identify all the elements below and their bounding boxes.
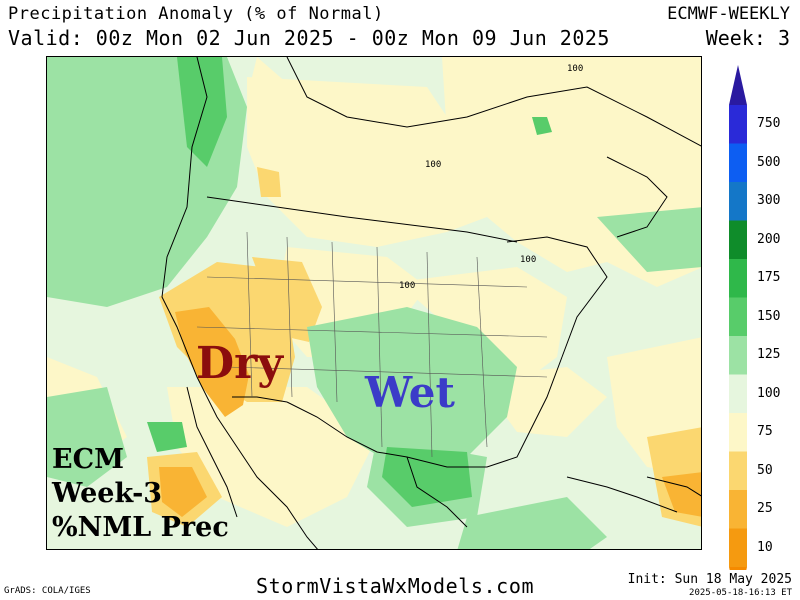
legend-swatch [729,259,747,298]
legend-swatch [729,413,747,452]
legend-tick-label: 75 [757,424,773,440]
legend-swatch [729,490,747,529]
software-credit: GrADS: COLA/IGES [4,586,91,596]
legend-tick-label: 10 [757,539,773,555]
state-borders [196,231,548,458]
map-title: Precipitation Anomaly (% of Normal) [8,4,384,24]
legend-swatch [729,528,747,567]
geography-outlines [161,57,701,549]
legend-swatch [729,336,747,375]
legend-tick-label: 25 [757,501,773,517]
model-annotation: ECM Week-3 %NML Prec [52,443,229,545]
legend-swatch [729,297,747,336]
anomaly-map: 100 100 100 100 [46,56,702,550]
dry-label: Dry [196,338,283,389]
legend-tick-label: 200 [757,231,781,247]
contour-label: 100 [425,160,441,170]
legend-swatch [729,105,747,144]
legend-max-arrow [729,65,747,105]
wet-label: Wet [365,368,455,417]
color-legend [729,65,747,570]
legend-tick-label: 150 [757,308,781,324]
model-annotation-line: ECM [52,444,124,475]
legend-tick-label: 50 [757,462,773,478]
legend-tick-label: 175 [757,270,781,286]
legend-tick-label: 125 [757,347,781,363]
valid-period: Valid: 00z Mon 02 Jun 2025 - 00z Mon 09 … [8,26,610,50]
legend-swatch [729,143,747,182]
init-time: Init: Sun 18 May 2025 [627,572,792,587]
legend-tick-label: 300 [757,193,781,209]
legend-swatch [729,182,747,221]
contour-label: 100 [567,64,583,74]
legend-swatch [729,374,747,413]
model-annotation-line: Week-3 [52,478,163,509]
legend-tick-label: 500 [757,154,781,170]
legend-tick-label: 100 [757,385,781,401]
model-annotation-line: %NML Prec [52,512,229,543]
timestamp: 2025-05-18-16:13 ET [689,588,792,598]
contour-label: 100 [399,281,415,291]
week-label: Week: 3 [705,26,790,50]
site-credit: StormVistaWxModels.com [256,574,535,598]
legend-tick-label: 750 [757,116,781,132]
contour-label: 100 [520,255,536,265]
legend-swatch [729,451,747,490]
anomaly-map-graphic: 100 100 100 100 [47,57,701,549]
legend-swatch [729,220,747,259]
legend-min-arrow [729,567,747,570]
model-name: ECMWF-WEEKLY [667,4,790,24]
